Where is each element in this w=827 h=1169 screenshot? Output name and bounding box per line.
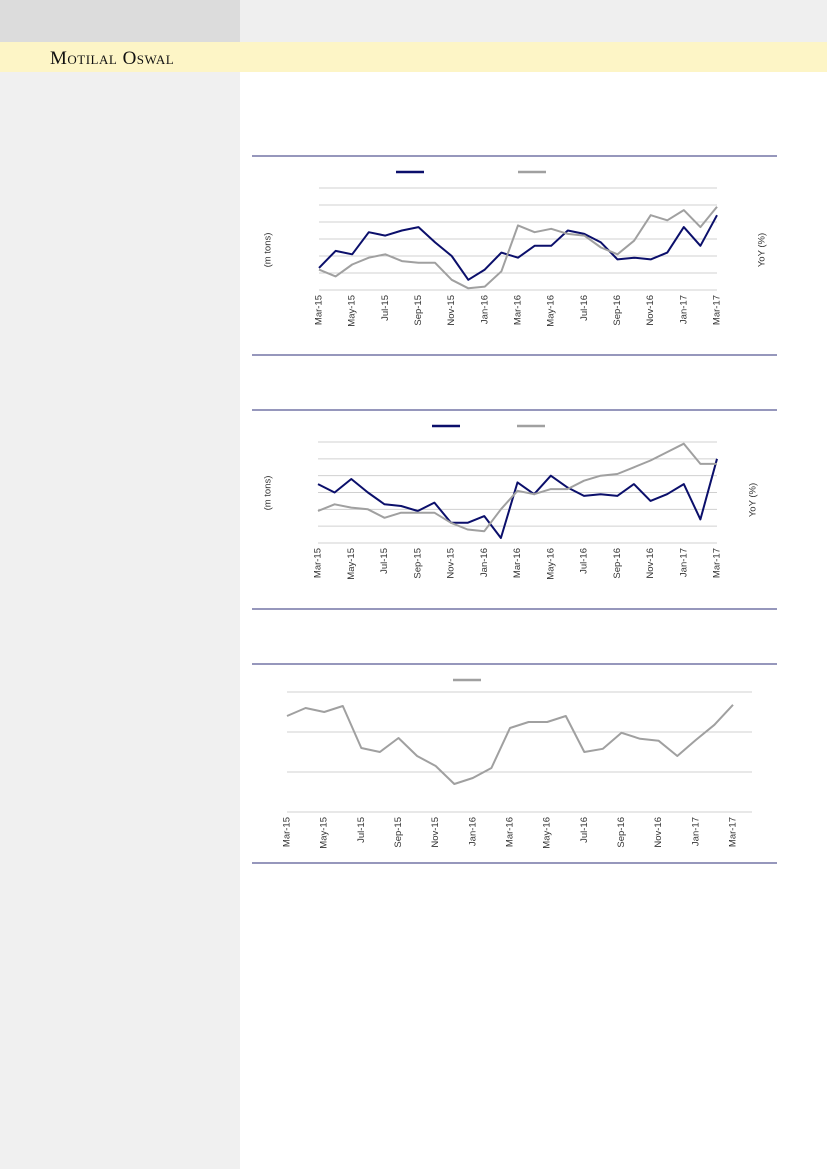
x-tick-label: Mar-16 xyxy=(505,817,516,847)
x-tick-label: May-15 xyxy=(347,295,358,327)
x-tick-label: Mar-15 xyxy=(313,548,324,578)
x-tick-label: Jul-16 xyxy=(579,548,590,574)
sidebar xyxy=(0,0,240,1169)
series-line xyxy=(317,442,717,533)
y-axis-label: (m tons) xyxy=(263,476,274,511)
x-tick-label: Jul-16 xyxy=(579,295,590,321)
y-axis-label: (m tons) xyxy=(263,233,274,268)
x-tick-label: Sep-16 xyxy=(612,548,623,579)
series-line xyxy=(318,214,718,281)
x-tick-label: Mar-16 xyxy=(512,548,523,578)
x-tick-label: Jan-16 xyxy=(479,548,490,577)
x-tick-label: May-16 xyxy=(546,295,557,327)
x-tick-label: Mar-16 xyxy=(513,295,524,325)
x-tick-label: Jan-17 xyxy=(678,548,689,577)
x-tick-label: Mar-15 xyxy=(314,295,325,325)
x-tick-label: Jan-16 xyxy=(467,817,478,846)
x-tick-label: Nov-15 xyxy=(446,548,457,579)
x-tick-label: May-16 xyxy=(545,548,556,580)
x-tick-label: Jan-16 xyxy=(479,295,490,324)
y2-axis-label: YoY (%) xyxy=(748,483,759,517)
x-tick-label: May-16 xyxy=(542,817,553,849)
x-tick-label: Nov-16 xyxy=(653,817,664,848)
x-tick-label: Jul-15 xyxy=(380,295,391,321)
x-tick-label: May-15 xyxy=(346,548,357,580)
x-tick-label: Mar-17 xyxy=(728,817,739,847)
x-tick-label: May-15 xyxy=(319,817,330,849)
x-tick-label: Jul-15 xyxy=(356,817,367,843)
x-tick-label: Jul-16 xyxy=(579,817,590,843)
series-line xyxy=(317,458,718,539)
x-tick-label: Nov-16 xyxy=(645,295,656,326)
brand: Motilal Oswal xyxy=(50,48,174,69)
x-tick-label: Jan-17 xyxy=(690,817,701,846)
x-tick-label: Nov-16 xyxy=(645,548,656,579)
x-tick-label: Mar-17 xyxy=(712,295,723,325)
y2-axis-label: YoY (%) xyxy=(757,233,768,267)
x-tick-label: Mar-15 xyxy=(282,817,293,847)
top-band xyxy=(240,0,827,42)
x-tick-label: Sep-16 xyxy=(616,817,627,848)
x-tick-label: Nov-15 xyxy=(430,817,441,848)
x-tick-label: Sep-15 xyxy=(413,295,424,326)
x-tick-label: Jul-15 xyxy=(379,548,390,574)
top-band-left xyxy=(0,0,240,42)
x-tick-label: Mar-17 xyxy=(712,548,723,578)
x-tick-label: Sep-16 xyxy=(612,295,623,326)
series-line xyxy=(318,206,718,290)
series-line xyxy=(286,704,734,785)
brand-band xyxy=(0,42,827,72)
x-tick-label: Sep-15 xyxy=(412,548,423,579)
x-tick-label: Sep-15 xyxy=(393,817,404,848)
x-tick-label: Jan-17 xyxy=(678,295,689,324)
x-tick-label: Nov-15 xyxy=(446,295,457,326)
